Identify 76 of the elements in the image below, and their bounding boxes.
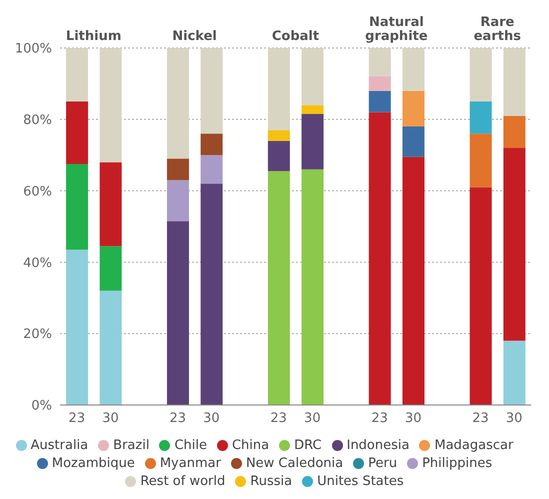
legend-label: Indonesia <box>346 438 410 453</box>
y-tick-label: 20% <box>23 327 52 342</box>
text: Natural graphite <box>364 14 429 44</box>
legend-label: Russia <box>250 474 292 489</box>
x-tick-label: 23 <box>169 411 186 426</box>
bar <box>268 140 290 172</box>
y-tick-label: 60% <box>23 184 52 200</box>
legend-label: Brazil <box>113 438 150 453</box>
bar <box>166 48 189 159</box>
bar <box>200 48 223 134</box>
bar <box>503 340 526 405</box>
legend-label: New Caledonia <box>246 456 344 471</box>
legend-label: DRC <box>294 438 322 453</box>
bar <box>402 156 424 405</box>
text: Cobalt <box>270 28 320 44</box>
bar <box>470 134 492 188</box>
bar <box>503 116 526 148</box>
bar <box>368 76 391 91</box>
bar <box>402 48 424 91</box>
y-tick-label: 80% <box>23 113 52 128</box>
legend-label: Myanmar <box>160 456 221 471</box>
x-tick-label: 30 <box>404 411 422 426</box>
text: Lithium <box>66 29 122 44</box>
bar <box>368 48 391 77</box>
x-tick-label: 23 <box>68 411 86 426</box>
x-tick-label: 30 <box>203 411 220 426</box>
legend-label: Chile <box>174 438 207 453</box>
legend-label: Australia <box>30 438 88 453</box>
legend-label: Rest of world <box>140 474 226 489</box>
bar <box>200 134 223 156</box>
x-tick-label: 23 <box>270 411 287 426</box>
bar <box>368 112 391 405</box>
bar <box>66 48 88 102</box>
bar <box>503 148 526 341</box>
bar <box>470 102 492 134</box>
bar <box>302 105 324 114</box>
x-tick-label: 30 <box>102 411 119 426</box>
x-tick-label: 23 <box>472 411 489 426</box>
bar <box>166 180 189 222</box>
bar <box>302 169 324 405</box>
bar <box>200 155 223 184</box>
bar <box>402 90 424 127</box>
bar <box>503 48 526 116</box>
bar <box>368 90 391 112</box>
x-tick-label: 23 <box>371 411 388 426</box>
text: Nickel <box>171 28 218 44</box>
y-tick-label: 0% <box>31 398 52 414</box>
bar <box>100 246 122 291</box>
bar <box>66 250 88 405</box>
bar <box>402 126 424 157</box>
legend-label: Unites States <box>317 474 404 489</box>
legend-label: China <box>232 438 270 453</box>
bar <box>302 48 324 106</box>
legend-label: Peru <box>368 456 398 471</box>
x-tick-label: 30 <box>506 411 522 426</box>
bar <box>470 48 492 102</box>
bar <box>100 290 122 405</box>
bar <box>470 187 492 405</box>
legend-label: Mozambique <box>52 456 135 471</box>
bar <box>66 164 88 250</box>
bar <box>166 158 189 180</box>
bar <box>66 102 88 164</box>
legend-label: Madagascar <box>434 438 514 453</box>
bar <box>100 162 122 246</box>
y-tick-label: 100% <box>14 42 52 57</box>
text: Rare earths <box>472 14 522 44</box>
bar <box>268 171 290 405</box>
bar <box>166 221 189 405</box>
y-tick-label: 40% <box>23 256 52 271</box>
bar <box>302 114 324 170</box>
bar <box>268 130 290 141</box>
x-tick-label: 30 <box>304 411 321 426</box>
bar <box>200 184 223 405</box>
bar <box>100 48 122 162</box>
legend-label: Philippines <box>422 456 492 471</box>
bar <box>268 48 290 130</box>
